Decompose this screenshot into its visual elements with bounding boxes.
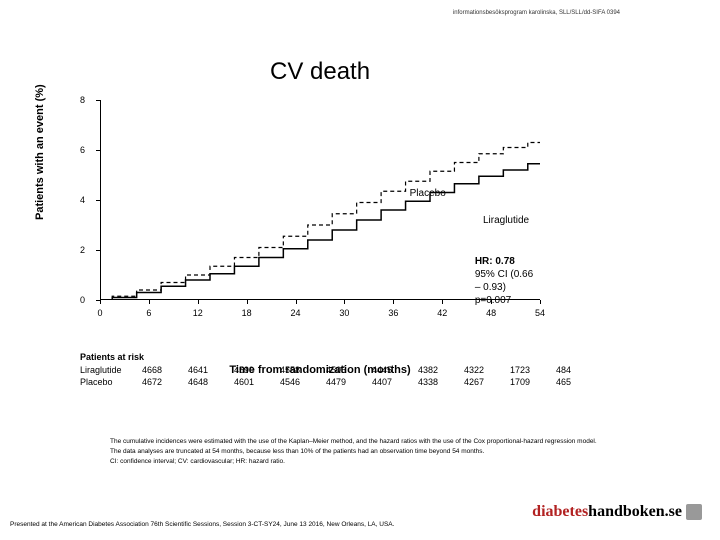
risk-cell: 4479 <box>326 377 372 387</box>
risk-cell: 1709 <box>510 377 556 387</box>
footnote-line-1: The cumulative incidences were estimated… <box>110 438 670 446</box>
x-tick-label: 0 <box>97 308 102 318</box>
ci-value: 95% CI (0.66 – 0.93) <box>475 268 540 294</box>
y-tick-label: 8 <box>80 95 85 105</box>
y-axis-label: Patients with an event (%) <box>34 84 46 220</box>
risk-cell: 4505 <box>326 365 372 375</box>
risk-cell: 484 <box>556 365 602 375</box>
risk-cell: 4546 <box>280 377 326 387</box>
risk-row: Liraglutide46684641459945584505444543824… <box>80 365 602 375</box>
risk-cell: 4338 <box>418 377 464 387</box>
y-tick-label: 6 <box>80 145 85 155</box>
x-tick <box>247 300 248 304</box>
x-tick-label: 42 <box>437 308 447 318</box>
x-tick <box>344 300 345 304</box>
plot-area: 02468061218243036424854PlaceboLiraglutid… <box>100 100 540 300</box>
x-tick-label: 6 <box>146 308 151 318</box>
x-tick-label: 54 <box>535 308 545 318</box>
p-value: p=0.007 <box>475 294 540 307</box>
presented-at-text: Presented at the American Diabetes Assoc… <box>10 521 394 528</box>
x-tick <box>198 300 199 304</box>
hr-value: HR: 0.78 <box>475 255 540 268</box>
hazard-ratio-stats: HR: 0.7895% CI (0.66 – 0.93)p=0.007 <box>475 255 540 307</box>
page-title: CV death <box>270 58 370 86</box>
risk-cell: 4382 <box>418 365 464 375</box>
x-tick <box>149 300 150 304</box>
series-label-placebo: Placebo <box>410 188 446 199</box>
risk-cell: 4558 <box>280 365 326 375</box>
x-tick <box>393 300 394 304</box>
risk-row: Placebo467246484601454644794407433842671… <box>80 377 602 387</box>
risk-cell: 4322 <box>464 365 510 375</box>
x-tick <box>100 300 101 304</box>
x-tick-label: 36 <box>388 308 398 318</box>
km-chart: Patients with an event (%) Time from ran… <box>80 100 560 340</box>
risk-row-name: Liraglutide <box>80 365 142 375</box>
x-tick-label: 30 <box>339 308 349 318</box>
series-label-liraglutide: Liraglutide <box>483 215 529 226</box>
y-tick-label: 2 <box>80 245 85 255</box>
site-logo: diabeteshandboken.se <box>532 502 702 522</box>
risk-cell: 4648 <box>188 377 234 387</box>
y-tick-label: 4 <box>80 195 85 205</box>
x-tick <box>442 300 443 304</box>
x-tick-label: 48 <box>486 308 496 318</box>
logo-text-diabetes: diabetes <box>532 503 588 521</box>
footnote-line-2: The data analyses are truncated at 54 mo… <box>110 448 670 456</box>
logo-text-handboken: handboken.se <box>588 503 682 521</box>
x-tick-label: 12 <box>193 308 203 318</box>
header-small-text: informationsbesöksprogram karolinska, SL… <box>453 10 620 16</box>
logo-icon <box>686 504 702 520</box>
patients-at-risk-table: Patients at risk Liraglutide466846414599… <box>80 352 602 389</box>
risk-cell: 4641 <box>188 365 234 375</box>
risk-cell: 4407 <box>372 377 418 387</box>
x-tick <box>296 300 297 304</box>
risk-cell: 4668 <box>142 365 188 375</box>
risk-row-name: Placebo <box>80 377 142 387</box>
risk-cell: 1723 <box>510 365 556 375</box>
x-tick-label: 18 <box>242 308 252 318</box>
x-tick-label: 24 <box>291 308 301 318</box>
risk-table-header: Patients at risk <box>80 352 602 362</box>
risk-cell: 465 <box>556 377 602 387</box>
x-tick <box>540 300 541 304</box>
risk-cell: 4601 <box>234 377 280 387</box>
risk-cell: 4599 <box>234 365 280 375</box>
footnote-line-3: CI: confidence interval; CV: cardiovascu… <box>110 458 670 466</box>
risk-cell: 4672 <box>142 377 188 387</box>
risk-cell: 4267 <box>464 377 510 387</box>
risk-cell: 4445 <box>372 365 418 375</box>
y-tick-label: 0 <box>80 295 85 305</box>
